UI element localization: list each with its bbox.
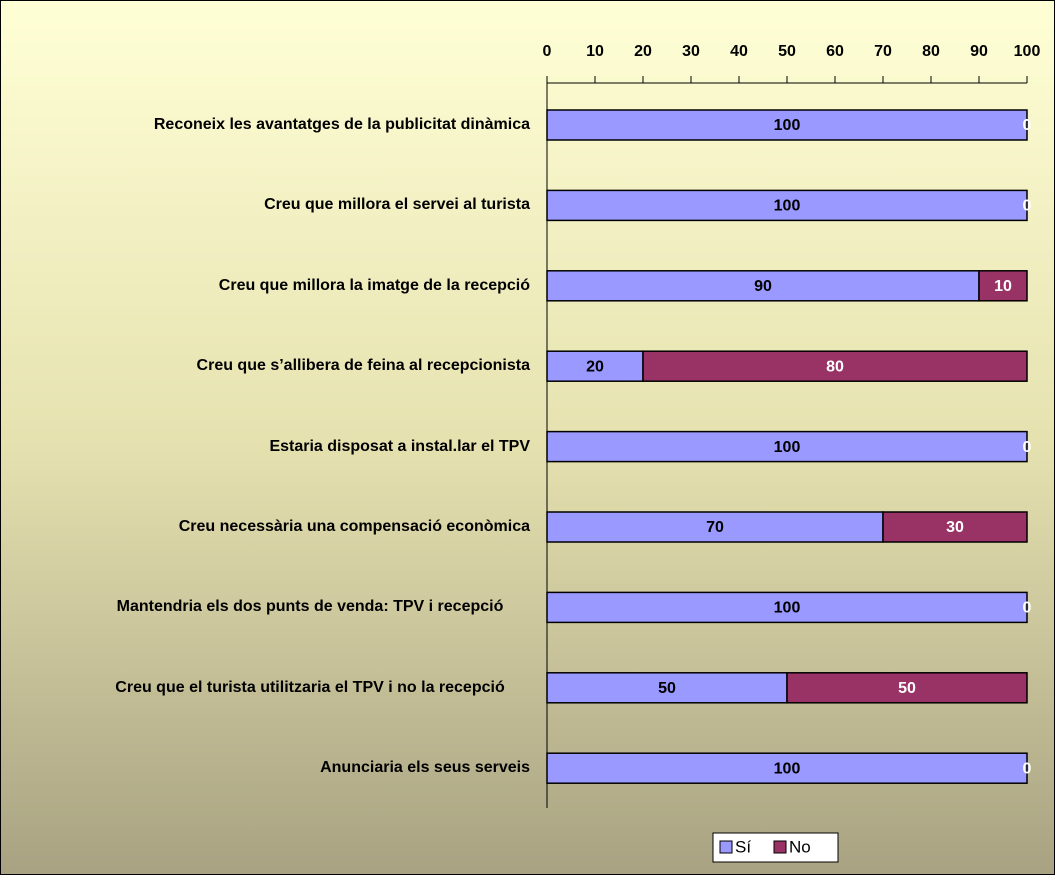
category-label: Mantendria els dos punts de venda: TPV i…: [116, 598, 504, 616]
bar-segment: [546, 350, 644, 382]
data-label: 80: [826, 358, 844, 375]
bar-segment: [546, 591, 1028, 624]
data-label: 30: [946, 519, 964, 536]
category-label: Creu que el turista utilitzaria el TPV i…: [115, 678, 505, 696]
data-label: 0: [1023, 600, 1032, 617]
bar-segment: [882, 511, 1028, 543]
data-label: 90: [754, 278, 772, 295]
data-label: 100: [774, 198, 801, 215]
x-tick-label: 100: [1014, 43, 1041, 60]
data-label: 20: [586, 358, 604, 375]
data-label: 0: [1023, 439, 1032, 456]
legend-swatch: [773, 840, 787, 854]
category-label-box: Estaria disposat a instal.lar el TPV: [269, 417, 530, 477]
category-label: Reconeix les avantatges de la publicitat…: [153, 116, 530, 133]
category-label-box: Reconeix les avantatges de la publicitat…: [154, 95, 530, 155]
category-label-box: Anunciaria els seus serveis: [320, 738, 530, 798]
category-label-box: Creu que millora la imatge de la recepci…: [219, 256, 530, 316]
x-tick-label: 70: [874, 43, 892, 60]
category-label: Estaria disposat a instal.lar el TPV: [269, 437, 530, 455]
data-label: 0: [1023, 760, 1032, 777]
data-label: 50: [658, 680, 676, 697]
data-label: 0: [1023, 117, 1032, 134]
category-label-box: Mantendria els dos punts de venda: TPV i…: [90, 577, 530, 637]
data-label: 100: [774, 760, 801, 777]
legend-label: Sí: [735, 837, 751, 856]
x-tick-label: 30: [682, 43, 700, 60]
data-label: 10: [994, 278, 1012, 295]
legend-label: No: [789, 837, 811, 856]
category-label-box: Creu que millora el servei al turista: [264, 175, 530, 235]
category-label-box: Creu que s’allibera de feina al recepcio…: [197, 336, 530, 396]
bar-segment: [546, 430, 1028, 463]
bar-segment: [978, 270, 1028, 302]
x-tick-label: 50: [778, 43, 796, 60]
x-tick-label: 10: [586, 43, 604, 60]
data-label: 100: [774, 117, 801, 134]
category-label: Creu que s’allibera de feina al recepcio…: [196, 357, 530, 375]
bar-segment: [546, 511, 884, 543]
legend-swatch: [719, 840, 733, 854]
bar-segment: [546, 189, 1028, 222]
category-label: Anunciaria els seus serveis: [320, 759, 530, 777]
category-label: Creu que millora la imatge de la recepci…: [218, 276, 530, 294]
bar-segment: [546, 672, 788, 704]
category-label-box: Creu que el turista utilitzaria el TPV i…: [90, 658, 530, 718]
bar-segment: [546, 752, 1028, 784]
x-tick-label: 60: [826, 43, 844, 60]
data-label: 100: [774, 600, 801, 617]
category-label-box: Creu necessària una compensació econòmic…: [179, 497, 530, 557]
x-tick-label: 80: [922, 43, 940, 60]
category-label: Creu que millora el servei al turista: [264, 196, 530, 214]
data-label: 70: [706, 519, 724, 536]
data-label: 0: [1023, 198, 1032, 215]
bar-segment: [642, 350, 1028, 382]
x-tick-label: 40: [730, 43, 748, 60]
bar-segment: [786, 672, 1028, 704]
bar-segment: [546, 109, 1028, 141]
x-tick-label: 90: [970, 43, 988, 60]
x-tick-label: 20: [634, 43, 652, 60]
category-label: Creu necessària una compensació econòmic…: [178, 518, 530, 535]
x-tick-label: 0: [543, 43, 552, 60]
data-label: 50: [898, 680, 916, 697]
data-label: 100: [774, 439, 801, 456]
